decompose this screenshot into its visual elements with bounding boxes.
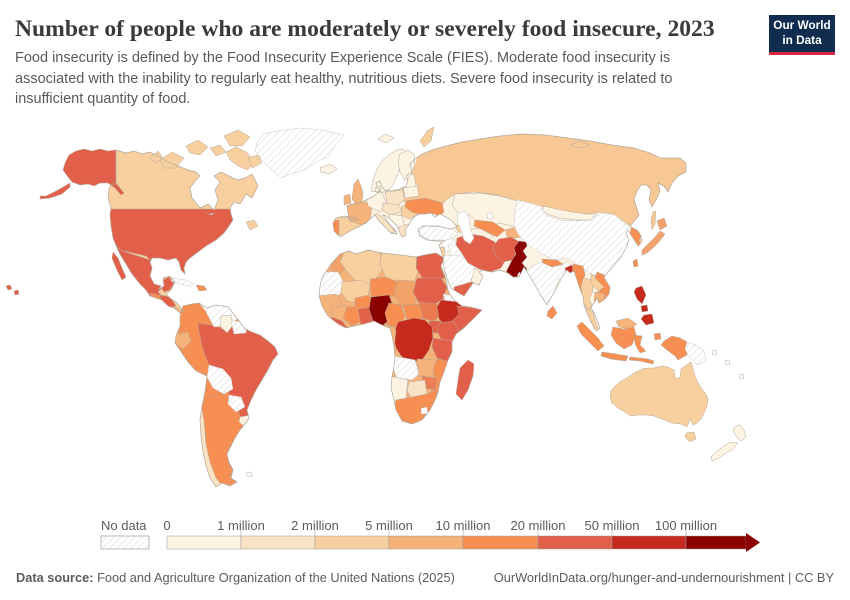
svg-text:No data: No data xyxy=(101,518,147,533)
svg-text:0: 0 xyxy=(163,518,170,533)
svg-text:10 million: 10 million xyxy=(436,518,491,533)
svg-text:20 million: 20 million xyxy=(511,518,566,533)
svg-text:50 million: 50 million xyxy=(585,518,640,533)
svg-text:5 million: 5 million xyxy=(365,518,413,533)
svg-text:2 million: 2 million xyxy=(291,518,339,533)
svg-text:100 million: 100 million xyxy=(655,518,717,533)
svg-text:1 million: 1 million xyxy=(217,518,265,533)
